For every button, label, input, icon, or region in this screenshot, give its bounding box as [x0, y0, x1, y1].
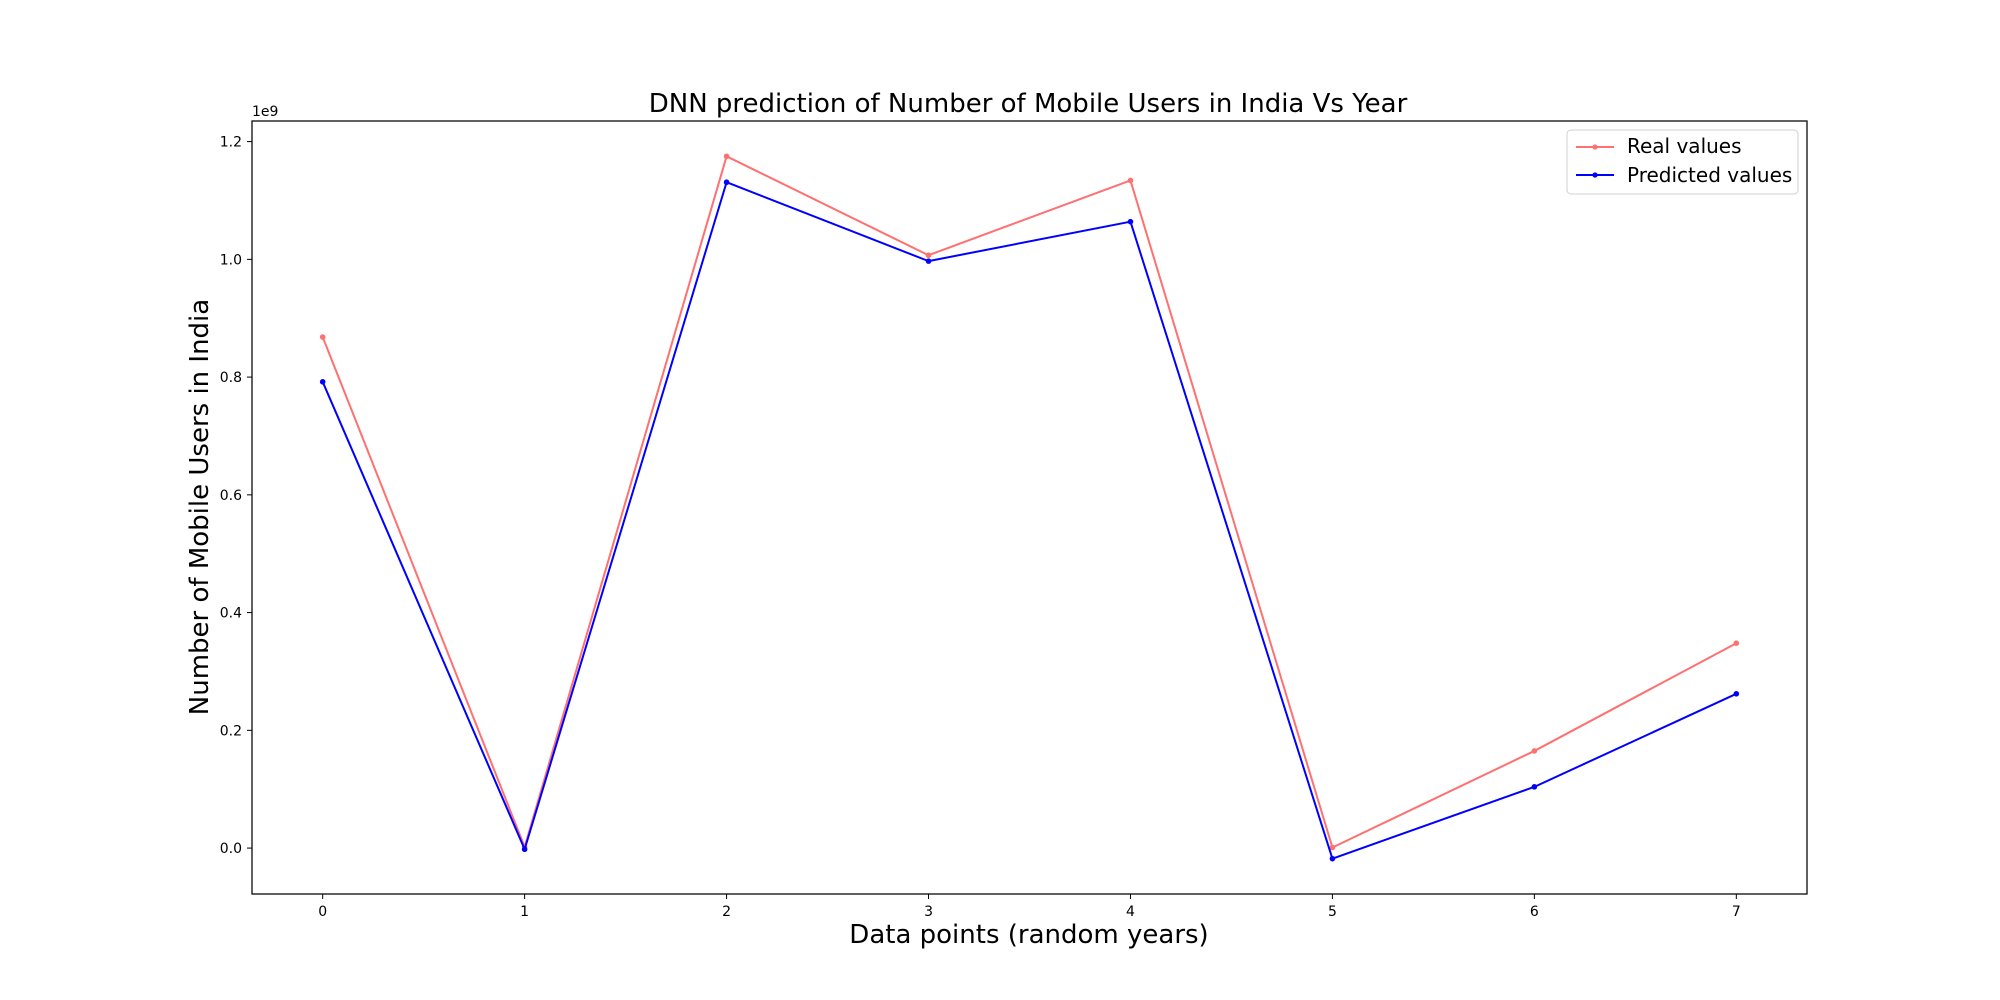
y-tick-label: 0.8 [220, 370, 242, 386]
series-layer [319, 153, 1740, 862]
data-point-predicted-values [1127, 218, 1134, 225]
y-axis: 0.0 0.2 0.4 0.6 0.8 1.0 1.2 [220, 135, 252, 857]
series-line-predicted-values [321, 181, 1737, 860]
y-axis-title: Number of Mobile Users in India [185, 299, 215, 715]
data-point-real-values [925, 252, 932, 259]
x-tick-label: 7 [1732, 904, 1741, 920]
x-axis-title: Data points (random years) [849, 920, 1208, 950]
x-axis: 0 1 2 3 4 5 6 7 [318, 894, 1741, 920]
data-point-real-values [1127, 177, 1134, 184]
y-tick-label: 1.2 [220, 135, 242, 151]
x-tick-label: 5 [1328, 904, 1337, 920]
plot-area [251, 120, 1808, 895]
chart-title: DNN prediction of Number of Mobile Users… [649, 89, 1408, 119]
x-tick-label: 1 [520, 904, 529, 920]
legend-marker-real-values [1592, 144, 1598, 150]
x-tick-label: 6 [1530, 904, 1539, 920]
data-point-real-values [1733, 640, 1740, 647]
data-point-real-values [1329, 844, 1336, 851]
data-point-predicted-values [521, 846, 528, 853]
x-tick-label: 0 [318, 904, 327, 920]
data-point-real-values [319, 334, 326, 340]
x-tick-label: 4 [1126, 904, 1135, 920]
data-point-predicted-values [319, 379, 326, 385]
y-tick-label: 1.0 [220, 252, 242, 268]
y-tick-label: 0.2 [220, 723, 242, 739]
legend-label-predicted-values: Predicted values [1627, 163, 1792, 187]
y-tick-label: 0.6 [220, 488, 242, 504]
y-tick-label: 0.4 [220, 606, 242, 622]
x-tick-label: 2 [722, 904, 731, 920]
legend-box [1566, 129, 1799, 195]
legend-label-real-values: Real values [1627, 134, 1742, 158]
data-point-predicted-values [1329, 855, 1336, 862]
y-tick-label: 0.0 [220, 841, 242, 857]
data-point-predicted-values [925, 258, 932, 264]
data-point-real-values [1531, 748, 1538, 754]
y-axis-offset-label: 1e9 [252, 104, 278, 120]
series-line-real-values [321, 155, 1737, 849]
legend: Real values Predicted values [1566, 129, 1799, 195]
data-point-predicted-values [1531, 784, 1538, 790]
x-tick-label: 3 [924, 904, 933, 920]
legend-marker-predicted-values [1592, 172, 1598, 178]
data-point-predicted-values [1733, 691, 1740, 697]
data-point-predicted-values [723, 179, 730, 186]
data-point-real-values [723, 153, 730, 160]
